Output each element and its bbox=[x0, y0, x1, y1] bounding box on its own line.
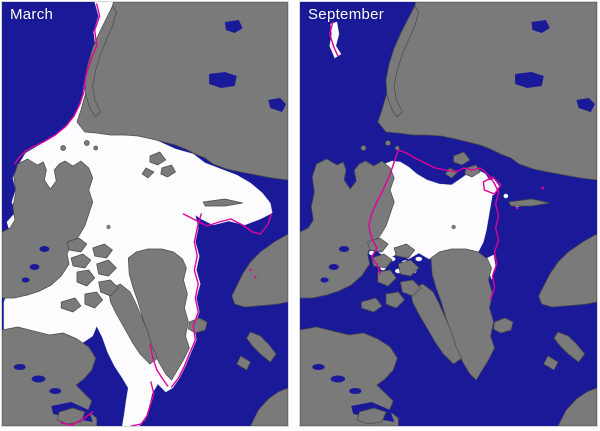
median-ice-edge-line bbox=[182, 213, 272, 235]
british-isles-island bbox=[246, 331, 277, 363]
september-sea-ice-map bbox=[300, 2, 597, 426]
inland-lake bbox=[312, 364, 325, 370]
greenland-landmass bbox=[127, 248, 190, 381]
europe-corner-landmass bbox=[250, 387, 288, 426]
inland-lake bbox=[31, 375, 46, 383]
pole-hole-dot bbox=[451, 224, 456, 230]
small-arctic-island bbox=[60, 145, 66, 151]
median-ice-edge-line bbox=[14, 3, 101, 165]
baffin-island bbox=[108, 283, 159, 365]
march-median-edge-layer bbox=[14, 3, 272, 426]
north-america-south-landmass bbox=[2, 326, 98, 426]
newfoundland-island bbox=[356, 407, 387, 425]
islands-top-layer bbox=[356, 224, 456, 425]
march-map-panel: March bbox=[1, 1, 289, 427]
inland-lake bbox=[13, 364, 26, 370]
median-ice-edge-line bbox=[482, 176, 502, 195]
inland-lake bbox=[349, 388, 362, 394]
white-sea bbox=[209, 72, 237, 88]
median-edge-dot bbox=[515, 206, 519, 210]
inland-lake bbox=[320, 277, 329, 283]
inland-lake bbox=[49, 388, 62, 394]
inland-lake bbox=[21, 277, 30, 283]
iceland-island bbox=[188, 317, 208, 334]
arctic-archipelago-island bbox=[66, 237, 88, 253]
median-ice-edge-line bbox=[367, 149, 500, 300]
inland-lake bbox=[328, 264, 339, 270]
september-median-edge-layer bbox=[328, 21, 545, 300]
inland-lake bbox=[531, 20, 550, 33]
scandinavia-landmass bbox=[231, 233, 288, 308]
median-ice-edge-line bbox=[130, 381, 155, 426]
newfoundland-island bbox=[56, 407, 86, 425]
land-layer bbox=[2, 2, 288, 426]
islands-top-layer bbox=[56, 224, 111, 425]
arctic-archipelago-island bbox=[96, 259, 117, 277]
median-ice-edge-line bbox=[60, 411, 94, 426]
march-ice-pack bbox=[3, 2, 273, 426]
inland-lake bbox=[224, 20, 243, 33]
pole-hole-dot bbox=[106, 224, 111, 230]
labrador-coast-water bbox=[112, 380, 127, 422]
inland-lake bbox=[39, 246, 50, 252]
inland-lake bbox=[576, 98, 595, 112]
white-sea bbox=[515, 72, 544, 88]
median-edge-dot bbox=[249, 268, 252, 272]
coastal-sliver-island bbox=[202, 198, 243, 207]
north-america-landmass bbox=[2, 158, 94, 299]
march-sea-ice-map bbox=[2, 2, 288, 426]
median-ice-edge-line bbox=[149, 343, 169, 387]
september-map-panel: September bbox=[299, 1, 598, 427]
inland-lake bbox=[338, 246, 350, 252]
arctic-archipelago-island bbox=[92, 243, 113, 259]
inland-lake bbox=[268, 98, 287, 112]
median-edge-dot bbox=[541, 186, 545, 190]
median-ice-edge-line bbox=[328, 21, 339, 57]
arctic-archipelago-island bbox=[60, 297, 82, 313]
median-edge-dot bbox=[254, 275, 257, 279]
coastal-ice-speck bbox=[503, 193, 509, 199]
inland-lake bbox=[330, 375, 346, 383]
arctic-archipelago-island bbox=[70, 253, 92, 269]
arctic-archipelago-island bbox=[98, 279, 119, 297]
severnaya-zemlya-island bbox=[160, 164, 176, 178]
archipelago-ice-speck bbox=[415, 256, 423, 262]
water-detail-layer bbox=[13, 20, 287, 422]
inland-lake bbox=[29, 264, 40, 270]
month-label-september: September bbox=[308, 6, 385, 23]
small-arctic-island bbox=[84, 140, 90, 146]
severnaya-zemlya-island bbox=[149, 151, 167, 166]
month-label-march: March bbox=[10, 6, 54, 23]
arctic-archipelago-island bbox=[84, 291, 103, 309]
british-isles-island bbox=[236, 355, 251, 371]
severnaya-zemlya-island bbox=[141, 167, 155, 179]
novaya-zemlya-island bbox=[84, 5, 117, 118]
median-ice-edge-line bbox=[170, 213, 202, 388]
small-arctic-island bbox=[93, 145, 99, 151]
arctic-archipelago-island bbox=[76, 269, 96, 287]
